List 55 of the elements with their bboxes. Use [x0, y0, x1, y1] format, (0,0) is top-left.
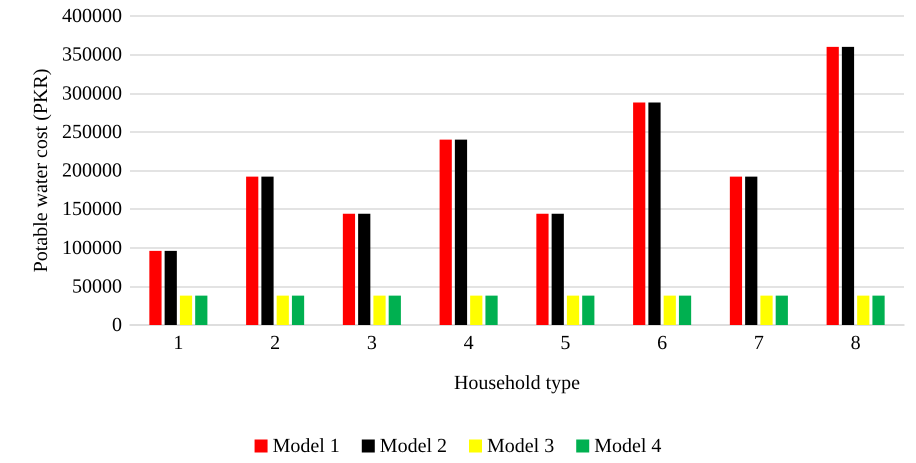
bar [292, 296, 304, 325]
bar [664, 296, 676, 325]
bar [872, 296, 885, 325]
x-tick-label: 6 [657, 332, 668, 354]
x-axis-title: Household type [454, 372, 580, 394]
bar [373, 296, 386, 325]
legend-label: Model 2 [380, 435, 447, 457]
y-tick-label: 50000 [72, 275, 122, 298]
legend-label: Model 4 [594, 435, 662, 457]
bar [648, 102, 661, 325]
bar [149, 250, 162, 325]
x-tick-label: 1 [173, 332, 184, 354]
bar [195, 296, 208, 325]
bar [454, 140, 468, 325]
bar [582, 296, 594, 325]
bar [388, 296, 401, 325]
y-tick-label: 400000 [62, 5, 122, 27]
bar [745, 176, 758, 325]
legend-label: Model 1 [272, 435, 340, 457]
x-tick-label: 8 [850, 332, 861, 354]
x-tick-label: 4 [464, 332, 474, 354]
bar [566, 296, 580, 325]
bar [470, 296, 482, 325]
y-tick-label: 100000 [62, 236, 122, 259]
bar [730, 176, 742, 325]
bar [633, 102, 646, 325]
bar [857, 296, 870, 325]
x-tick-label: 2 [270, 332, 280, 354]
bar [342, 214, 356, 325]
legend-label: Model 3 [487, 435, 554, 457]
bar [246, 176, 258, 325]
bar [358, 214, 370, 325]
y-tick-label: 200000 [62, 160, 122, 182]
bar [276, 296, 289, 325]
bar [678, 296, 692, 325]
bar [485, 296, 498, 325]
y-tick-label: 300000 [62, 82, 122, 104]
y-tick-label: 150000 [62, 198, 122, 220]
y-tick-label: 0 [112, 314, 122, 336]
bar [536, 214, 549, 325]
x-tick-label: 7 [754, 332, 764, 354]
y-axis-title: Potable water cost (PKR) [30, 68, 52, 272]
y-tick-label: 350000 [62, 44, 122, 66]
x-tick-label: 5 [560, 332, 570, 354]
bar [826, 46, 839, 325]
bar [180, 296, 192, 325]
bar [842, 46, 854, 325]
y-tick-label: 250000 [62, 120, 122, 143]
bar [440, 140, 452, 325]
bar [552, 214, 564, 325]
bar [261, 176, 274, 325]
x-tick-label: 3 [366, 332, 377, 354]
bar [776, 296, 788, 325]
bar [760, 296, 773, 325]
bar [164, 250, 177, 325]
